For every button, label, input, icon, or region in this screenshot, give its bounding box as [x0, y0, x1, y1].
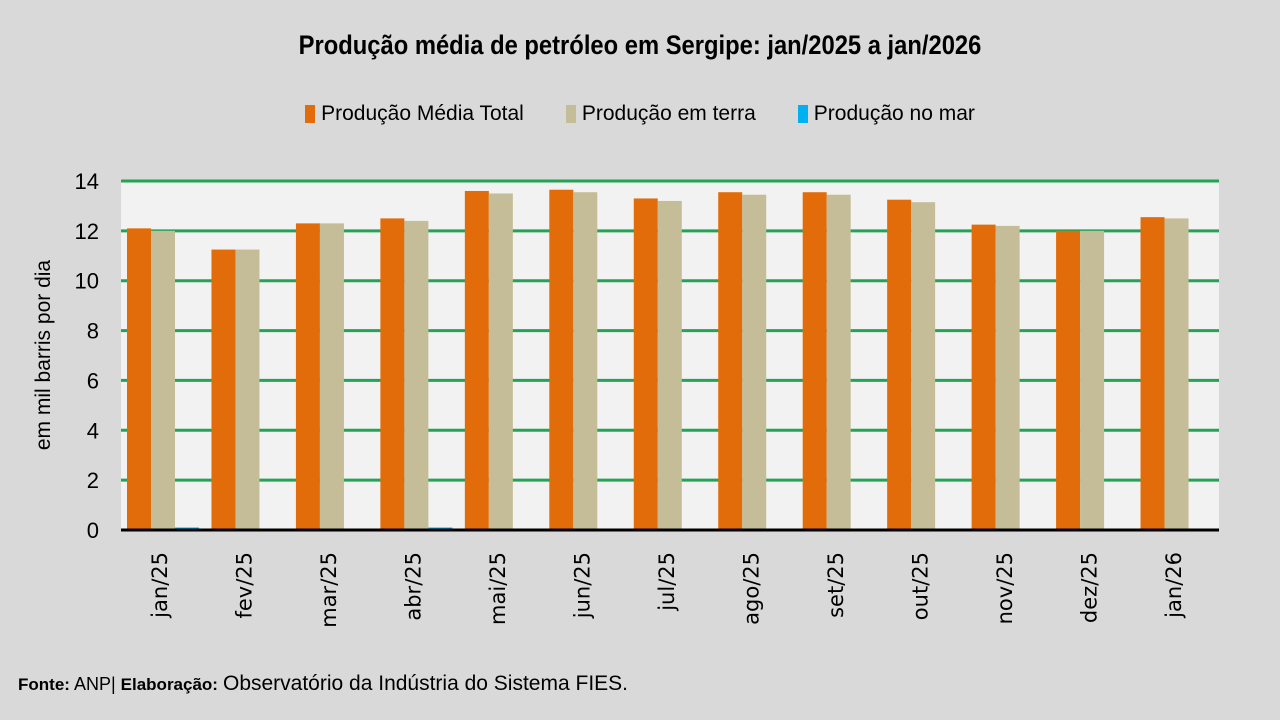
- bar-terra: [742, 194, 767, 531]
- x-tick-label: out/25: [908, 552, 932, 620]
- bar-total: [887, 199, 912, 531]
- x-tick-label: abr/25: [402, 552, 426, 621]
- bar-terra: [151, 230, 175, 530]
- elaboration-value: Observatório da Indústria do Sistema FIE…: [222, 672, 629, 695]
- bar-total: [464, 190, 489, 530]
- x-tick-label: jun/25: [571, 552, 595, 619]
- bar-terra: [235, 249, 260, 530]
- source-footer: Fonte: ANP| Elaboração: Observatório da …: [18, 672, 628, 696]
- y-tick-label: 14: [75, 169, 99, 194]
- bar-terra: [1164, 218, 1189, 530]
- y-tick-label: 2: [87, 468, 99, 493]
- chart-title: Produção média de petróleo em Sergipe: j…: [298, 30, 982, 60]
- y-tick-label: 4: [87, 418, 99, 443]
- y-tick-label: 6: [87, 368, 99, 393]
- legend-item-terra: Produção em terra: [565, 102, 756, 126]
- legend-swatch-total: [305, 105, 316, 123]
- x-tick-label: nov/25: [993, 552, 1017, 624]
- y-tick-label: 0: [87, 518, 99, 543]
- bar-terra: [488, 193, 513, 530]
- bar-total: [802, 192, 827, 531]
- bar-terra: [319, 223, 344, 530]
- y-tick-label: 8: [87, 319, 99, 344]
- y-tick-label: 12: [75, 219, 99, 244]
- legend-label-terra: Produção em terra: [581, 102, 756, 125]
- x-tick-label: mar/25: [317, 552, 341, 628]
- x-tick-label: jul/25: [655, 552, 679, 612]
- bar-terra: [826, 194, 851, 531]
- bar-terra: [573, 192, 598, 531]
- bar-total: [971, 224, 996, 530]
- bar-total: [127, 228, 151, 530]
- x-tick-label: fev/25: [233, 552, 257, 619]
- bar-terra: [1080, 230, 1105, 530]
- x-tick-label: ago/25: [739, 552, 763, 625]
- bar-terra: [404, 220, 429, 530]
- legend-swatch-mar: [797, 105, 808, 123]
- bar-terra: [911, 202, 936, 531]
- legend-item-total: Produção Média Total: [305, 102, 524, 126]
- x-tick-label: mai/25: [486, 552, 510, 625]
- bar-total: [380, 218, 405, 530]
- x-tick-label: jan/26: [1162, 552, 1186, 619]
- bar-terra: [995, 225, 1020, 530]
- legend-item-mar: Produção no mar: [797, 102, 975, 126]
- legend: Produção Média Total Produção em terra P…: [0, 102, 1280, 126]
- elaboration-label: Elaboração:: [120, 675, 218, 694]
- bar-total: [1056, 230, 1081, 530]
- bar-total: [718, 192, 743, 531]
- x-tick-label: dez/25: [1077, 552, 1101, 623]
- bar-total: [633, 198, 658, 530]
- bar-total: [549, 189, 574, 530]
- y-tick-label: 10: [75, 269, 99, 294]
- x-tick-label: set/25: [824, 552, 848, 618]
- x-tick-label: jan/25: [148, 552, 172, 619]
- bar-total: [1140, 217, 1165, 530]
- legend-swatch-terra: [565, 105, 576, 123]
- bar-total: [211, 249, 236, 530]
- source-value: ANP|: [73, 674, 116, 694]
- bar-total: [295, 223, 320, 530]
- legend-label-total: Produção Média Total: [321, 102, 524, 125]
- bar-terra: [657, 200, 682, 530]
- legend-label-mar: Produção no mar: [813, 102, 975, 125]
- source-label: Fonte:: [18, 675, 70, 694]
